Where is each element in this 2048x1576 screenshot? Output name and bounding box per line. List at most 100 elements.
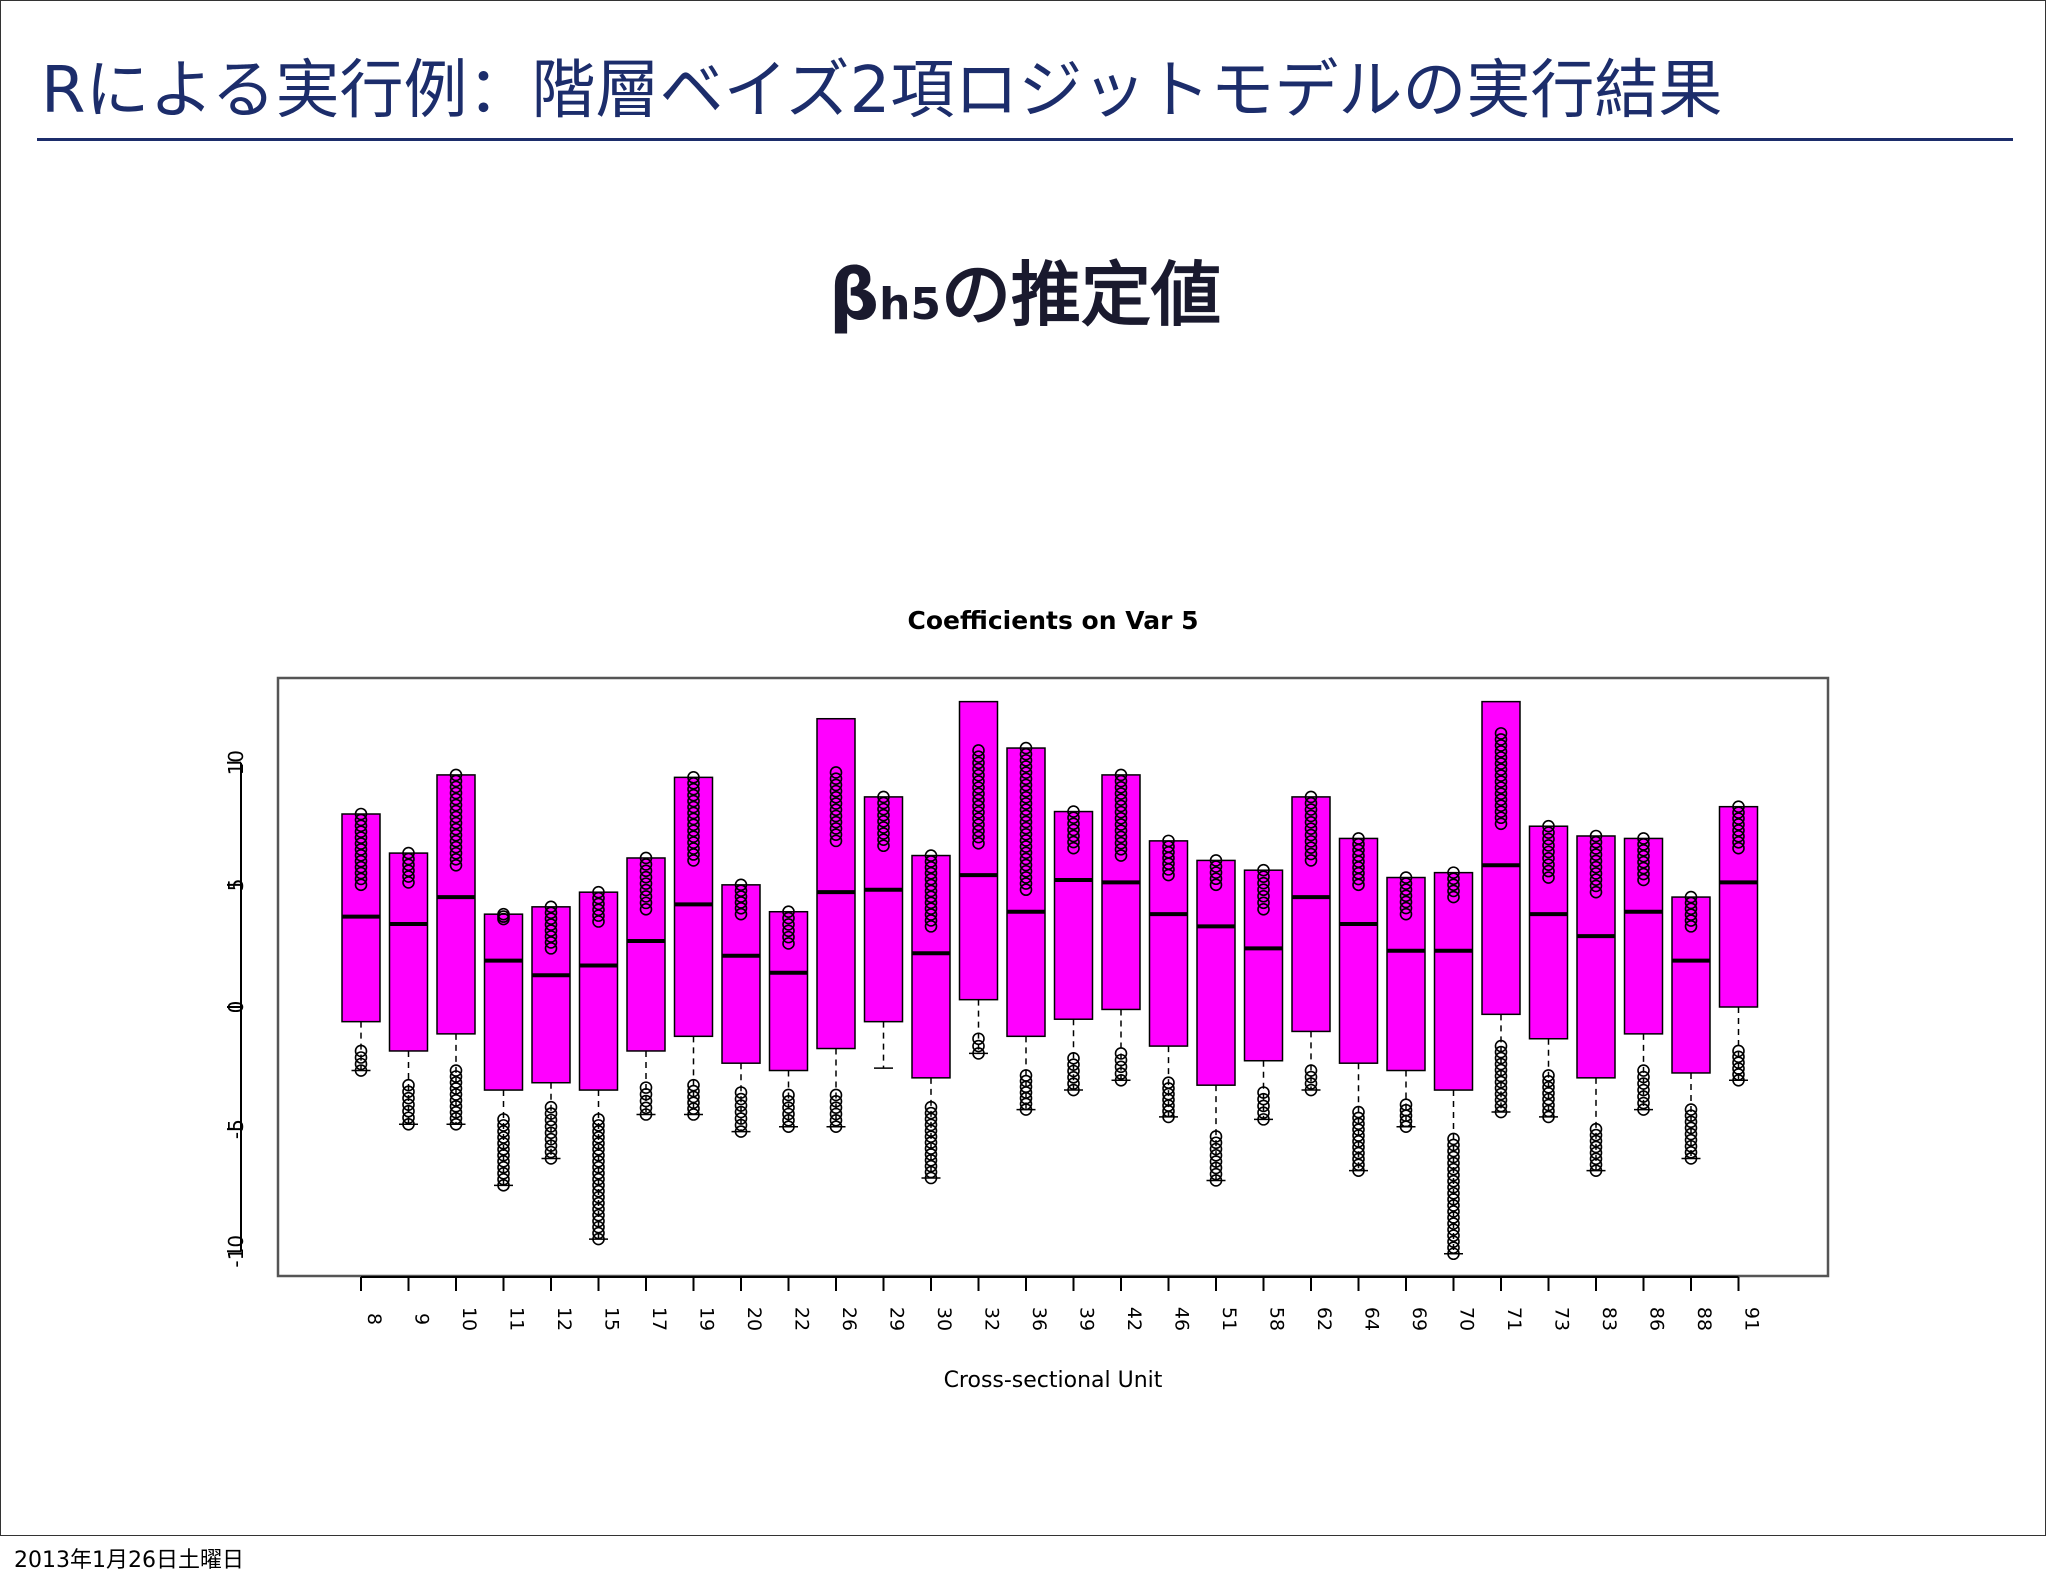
outlier-point (592, 1119, 605, 1132)
outlier-point (1304, 796, 1318, 810)
outlier-point (1019, 772, 1033, 786)
outlier-point (544, 906, 558, 920)
outlier-point (829, 828, 843, 841)
outlier-point (1542, 832, 1555, 846)
outlier-point (924, 1136, 938, 1149)
outlier-point (497, 1113, 510, 1126)
outlier-point (1494, 1105, 1508, 1119)
box (1243, 869, 1284, 1062)
outlier-point (877, 821, 890, 834)
outlier-point (1494, 805, 1508, 819)
outlier-point (782, 911, 795, 925)
outlier-point (354, 837, 368, 850)
outlier-point (1304, 847, 1318, 861)
outlier-point (592, 1232, 605, 1246)
box (1623, 837, 1664, 1035)
x-tick-label: 91 (1741, 1307, 1763, 1331)
outlier-point (687, 812, 700, 826)
outlier-point (924, 1153, 938, 1167)
outlier-point (1447, 1199, 1460, 1212)
x-tick-label: 29 (886, 1307, 908, 1331)
outlier-point (402, 1091, 415, 1105)
outlier-point (592, 1154, 605, 1168)
outlier-point (972, 750, 985, 763)
outlier-point (1684, 890, 1698, 904)
outlier-point (877, 796, 890, 810)
chart-marks: 10 5 0 -5 -10 8 9 10 11 12 15 17 19 20 22 26 29 30 32 36 39 4… (224, 700, 1763, 1331)
outlier-point (1542, 1098, 1555, 1112)
outlier-point (592, 1143, 605, 1156)
outlier-point (829, 1120, 843, 1134)
outlier-point (1114, 805, 1128, 819)
outlier-point (734, 1099, 748, 1112)
outlier-point (1542, 1092, 1555, 1106)
outlier-point (1589, 1152, 1603, 1166)
outlier-point (829, 797, 843, 810)
outlier-point (592, 1196, 605, 1210)
outlier-point (1114, 824, 1128, 838)
outlier-point (1494, 799, 1508, 812)
outlier-point (1542, 851, 1555, 865)
outlier-point (1304, 835, 1318, 848)
outlier-point (1019, 827, 1033, 841)
x-tick-label: 71 (1503, 1307, 1525, 1331)
outlier-point (1494, 1045, 1508, 1059)
subtitle-subscript: h5 (879, 279, 942, 330)
outlier-point (1304, 854, 1318, 867)
outlier-point (1447, 1241, 1460, 1254)
outlier-point (1589, 835, 1603, 849)
outlier-point (1257, 870, 1270, 884)
slide-subtitle: βh5の推定値 (1, 239, 2048, 340)
outlier-point (1114, 836, 1128, 850)
x-tick-label: 51 (1218, 1307, 1240, 1331)
outlier-point (1732, 800, 1745, 813)
box (768, 910, 809, 1072)
x-tick-label: 46 (1171, 1307, 1193, 1331)
outlier-point (1732, 1050, 1745, 1064)
outlier-point (1494, 787, 1508, 800)
outlier-point (782, 1107, 795, 1121)
outlier-point (1019, 1069, 1033, 1082)
outlier-point (829, 1114, 843, 1127)
outlier-point (734, 1118, 748, 1132)
outlier-point (1542, 1110, 1555, 1124)
outlier-point (402, 1111, 415, 1125)
outlier-point (1114, 1067, 1128, 1080)
outlier-point (1732, 806, 1745, 819)
outlier-point (354, 878, 368, 892)
outlier-point (639, 851, 653, 865)
outlier-point (1637, 1096, 1650, 1110)
box (721, 884, 761, 1064)
outlier-point (782, 924, 795, 938)
subtitle-greek: β (828, 254, 880, 336)
outlier-point (544, 1107, 558, 1120)
outlier-point (449, 816, 463, 830)
outlier-point (829, 815, 843, 829)
outlier-point (1542, 839, 1555, 852)
outlier-point (592, 1190, 605, 1204)
outlier-point (1542, 819, 1555, 833)
outlier-point (1494, 775, 1508, 788)
outlier-point (449, 1111, 463, 1125)
outlier-point (592, 1131, 605, 1144)
x-tick-label: 9 (411, 1313, 433, 1325)
outlier-point (1352, 832, 1365, 845)
outlier-point (1684, 1121, 1698, 1135)
outlier-point (1352, 1105, 1365, 1119)
outlier-point (1019, 741, 1033, 755)
x-tick-label: 19 (696, 1307, 718, 1331)
outlier-point (924, 1159, 938, 1173)
outlier-point (449, 804, 463, 818)
outlier-point (449, 822, 463, 836)
outlier-point (1019, 852, 1033, 866)
outlier-point (687, 830, 700, 843)
outlier-point (1304, 809, 1318, 823)
outlier-point (497, 1167, 510, 1180)
outlier-point (592, 885, 605, 899)
outlier-point (972, 818, 985, 832)
outlier-point (1352, 1111, 1365, 1125)
outlier-point (1399, 895, 1413, 909)
outlier-point (354, 872, 368, 886)
outlier-point (1542, 1080, 1555, 1094)
outlier-point (497, 1155, 510, 1168)
